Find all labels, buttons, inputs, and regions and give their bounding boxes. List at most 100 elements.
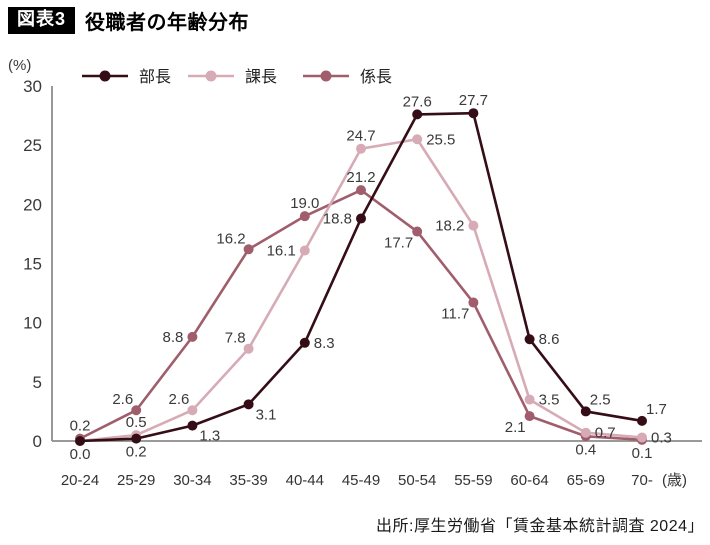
y-tick-label: 0 bbox=[33, 432, 42, 451]
data-label-kakaricho: 17.7 bbox=[384, 235, 413, 252]
data-point-bucho bbox=[524, 334, 535, 345]
data-label-kacho: 2.6 bbox=[169, 391, 190, 408]
data-label-kakaricho: 2.1 bbox=[505, 419, 526, 436]
data-label-kakaricho: 11.7 bbox=[441, 306, 469, 323]
data-label-bucho: 1.7 bbox=[646, 401, 667, 418]
figure-badge: 図表3 bbox=[8, 7, 76, 34]
x-tick-labels: 20-24 25-29 30-34 35-39 40-44 45-49 50-54 55-59… bbox=[61, 472, 687, 489]
data-label-kacho: 7.8 bbox=[225, 330, 246, 347]
data-point-kakaricho bbox=[243, 244, 254, 255]
x-tick-label: 65-69 bbox=[567, 472, 605, 489]
data-label-kacho: 0.7 bbox=[595, 425, 616, 442]
data-point-kacho bbox=[580, 427, 591, 438]
data-label-kacho: 16.1 bbox=[267, 242, 296, 259]
data-point-kacho bbox=[187, 405, 198, 416]
data-point-bucho bbox=[580, 406, 591, 417]
series-bucho bbox=[75, 108, 647, 446]
legend-dot-swatch bbox=[205, 70, 217, 82]
data-point-bucho bbox=[637, 415, 647, 426]
data-label-kakaricho: 19.0 bbox=[290, 195, 319, 212]
data-label-kakaricho: 0.1 bbox=[632, 445, 653, 462]
data-label-kakaricho: 0.4 bbox=[575, 441, 596, 458]
x-tick-label: 30-34 bbox=[173, 472, 211, 489]
data-point-kacho bbox=[243, 343, 254, 354]
data-point-bucho bbox=[299, 337, 310, 348]
data-point-kakaricho bbox=[412, 226, 423, 237]
data-label-kakaricho: 16.2 bbox=[216, 230, 245, 247]
percent-unit-label: (%) bbox=[8, 57, 31, 74]
data-label-kacho: 3.5 bbox=[539, 392, 560, 409]
data-point-bucho bbox=[187, 420, 198, 431]
data-point-bucho bbox=[468, 108, 479, 119]
x-tick-label: 55-59 bbox=[454, 472, 492, 489]
legend-item-bucho: 部長 bbox=[82, 68, 171, 86]
data-point-bucho bbox=[131, 433, 142, 444]
series-kakaricho bbox=[75, 185, 647, 445]
y-tick-label: 10 bbox=[23, 314, 42, 333]
source-caption: 出所:厚生労働省「賃金基本統計調査 2024」 bbox=[376, 518, 704, 535]
axes bbox=[51, 86, 702, 442]
data-point-bucho bbox=[75, 436, 85, 446]
data-point-bucho bbox=[356, 213, 366, 224]
data-point-kacho bbox=[468, 220, 479, 231]
data-label-bucho: 8.6 bbox=[539, 331, 560, 348]
y-tick-label: 30 bbox=[23, 77, 42, 96]
x-tick-label: 20-24 bbox=[61, 472, 99, 489]
age-unit-label: (歳) bbox=[662, 472, 687, 489]
legend-label: 課長 bbox=[245, 68, 277, 86]
x-tick-label: 50-54 bbox=[398, 472, 436, 489]
data-point-kacho bbox=[299, 245, 310, 256]
data-label-kacho: 18.2 bbox=[435, 218, 464, 235]
data-label-bucho: 27.7 bbox=[459, 92, 488, 109]
data-label-bucho: 18.8 bbox=[323, 211, 352, 228]
data-label-kacho: 24.7 bbox=[346, 128, 375, 145]
legend-dot-swatch bbox=[320, 70, 332, 82]
data-point-kakaricho bbox=[131, 405, 142, 416]
data-label-bucho: 2.5 bbox=[590, 391, 611, 408]
data-point-kacho bbox=[637, 432, 647, 443]
data-point-kakaricho bbox=[356, 185, 366, 196]
data-label-bucho: 8.3 bbox=[314, 335, 335, 352]
legend-item-kacho: 課長 bbox=[188, 68, 277, 86]
data-label-kacho: 25.5 bbox=[426, 131, 455, 148]
data-point-bucho bbox=[412, 109, 423, 120]
legend-dot-swatch bbox=[99, 70, 111, 82]
data-point-kacho bbox=[412, 134, 423, 145]
page-title: 役職者の年齢分布 bbox=[85, 12, 250, 34]
x-tick-label: 40-44 bbox=[286, 472, 324, 489]
data-label-bucho: 0.2 bbox=[126, 444, 147, 461]
legend-item-kakaricho: 係長 bbox=[303, 68, 392, 86]
data-label-kacho: 0.5 bbox=[126, 414, 147, 431]
data-point-kakaricho bbox=[524, 411, 535, 422]
data-point-kakaricho bbox=[187, 331, 198, 342]
data-labels: 0.0 0.2 1.3 3.1 8.3 18.8 27.6 27.7 8.6 2.5 1.7 0.5 2… bbox=[70, 92, 672, 463]
data-point-kacho bbox=[524, 394, 535, 405]
legend-label: 係長 bbox=[360, 68, 392, 86]
x-tick-label: 60-64 bbox=[510, 472, 548, 489]
legend-label: 部長 bbox=[139, 68, 171, 86]
data-label-bucho: 0.0 bbox=[70, 446, 91, 463]
data-label-bucho: 3.1 bbox=[256, 406, 277, 423]
x-tick-label: 45-49 bbox=[342, 472, 380, 489]
y-tick-label: 25 bbox=[23, 136, 42, 155]
y-tick-label: 20 bbox=[23, 195, 42, 214]
data-label-bucho: 1.3 bbox=[199, 428, 220, 445]
data-point-kakaricho bbox=[299, 211, 310, 222]
x-tick-label: 70- bbox=[631, 472, 653, 489]
data-label-kakaricho: 2.6 bbox=[112, 391, 133, 408]
y-tick-label: 15 bbox=[23, 255, 42, 274]
legend: 部長 課長 係長 bbox=[82, 68, 392, 86]
data-label-kakaricho: 0.2 bbox=[70, 418, 91, 435]
x-tick-label: 25-29 bbox=[117, 472, 155, 489]
y-tick-labels: 0 5 10 15 20 25 30 (%) bbox=[8, 57, 42, 451]
data-label-kacho: 0.3 bbox=[651, 429, 672, 446]
data-label-kakaricho: 21.2 bbox=[346, 169, 375, 186]
data-point-kacho bbox=[356, 143, 366, 154]
data-point-bucho bbox=[243, 399, 254, 410]
data-label-bucho: 27.6 bbox=[403, 93, 432, 110]
figure-header: 図表3 役職者の年齢分布 bbox=[8, 6, 249, 35]
x-tick-label: 35-39 bbox=[229, 472, 267, 489]
y-tick-label: 5 bbox=[33, 373, 42, 392]
